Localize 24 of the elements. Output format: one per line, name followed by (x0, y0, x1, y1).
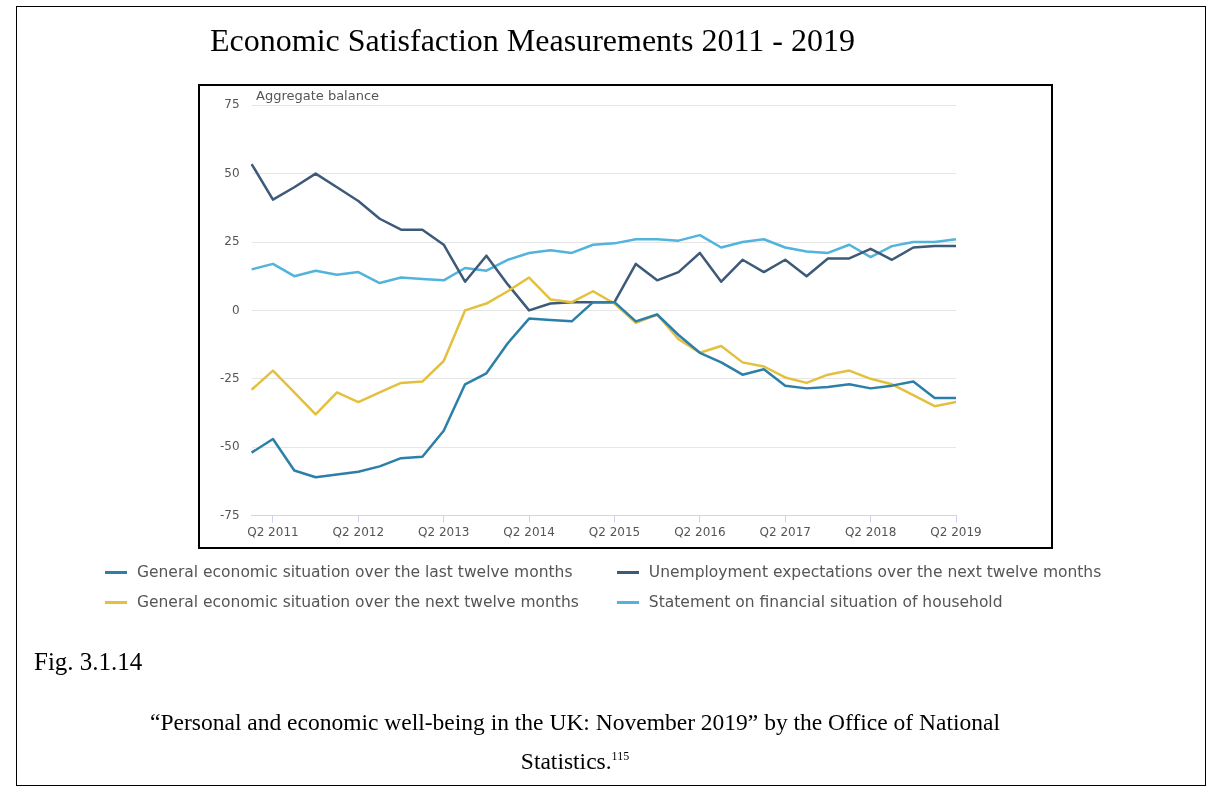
y-tick-label: 75 (224, 97, 240, 112)
x-tick-label: Q2 2018 (844, 524, 897, 539)
caption: Fig. 3.1.14 (34, 648, 143, 676)
y-tick-label: -25 (219, 370, 240, 385)
y-tick-label: 25 (224, 234, 240, 249)
text: “Personal and economic well-being in the UK: November 2019” by the Office of National Statistics.$^{115}$ (149, 708, 1001, 776)
y-tick-label: 50 (224, 165, 240, 180)
x-tick-label: Q2 2014 (503, 524, 555, 539)
y-tick-label: -75 (219, 507, 240, 522)
x-tick-label: Q2 2013 (417, 524, 470, 539)
legend-label: Statement on financial situation of household (648, 593, 1003, 611)
y-tick-label: -50 (219, 439, 240, 454)
x-tick-label: Q2 2019 (930, 524, 982, 539)
legend-label: Unemployment expectations over the next twelve months (648, 563, 1102, 581)
x-tick-label: Q2 2016 (674, 524, 726, 539)
y-tick-label: 0 (231, 302, 240, 317)
chart-title: Economic Satisfaction Measurements 2011 - 2019 (210, 22, 855, 59)
legend-label: General economic situation over the next twelve months (137, 593, 579, 611)
legend-label: General economic situation over the last twelve months (137, 563, 573, 581)
x-tick-label: Q2 2015 (588, 524, 641, 539)
x-tick-label: Q2 2011 (247, 524, 299, 539)
x-tick-label: Q2 2012 (332, 524, 385, 539)
x-tick-label: Q2 2017 (759, 524, 811, 539)
y-axis-title: Aggregate balance (256, 88, 380, 103)
